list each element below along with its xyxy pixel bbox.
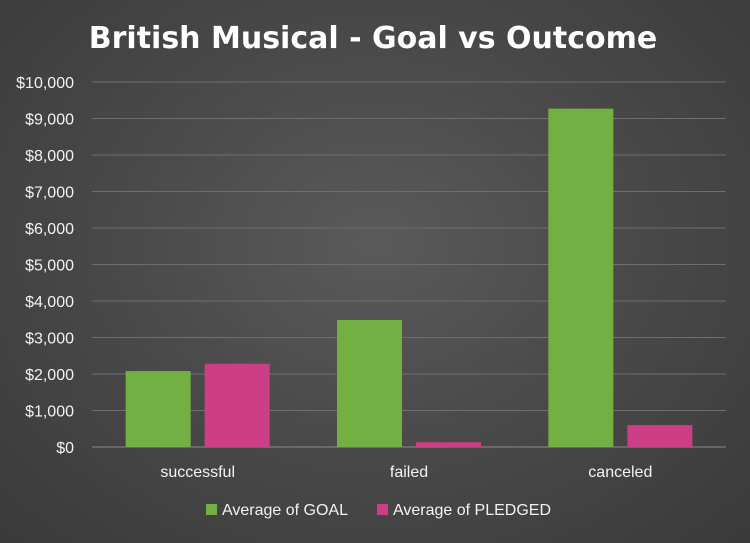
chart-title: British Musical - Goal vs Outcome bbox=[89, 21, 658, 56]
y-axis-tick-labels: $0 $1,000 $2,000 $3,000 $4,000 $5,000 $6,000 $7… bbox=[16, 75, 74, 457]
y-tick-label: $8,000 bbox=[25, 148, 74, 165]
gridlines bbox=[92, 81, 726, 448]
y-tick-label: $6,000 bbox=[25, 221, 74, 238]
y-tick-label: $7,000 bbox=[25, 185, 74, 202]
bar-average-of-pledged-failed bbox=[416, 442, 481, 447]
y-tick-label: $5,000 bbox=[25, 258, 74, 275]
y-tick-label: $4,000 bbox=[25, 294, 74, 311]
bar-average-of-goal-canceled bbox=[548, 108, 614, 448]
y-tick-label: $1,000 bbox=[25, 404, 74, 421]
y-tick-label: $10,000 bbox=[16, 75, 74, 92]
bar-average-of-goal-successful bbox=[125, 371, 191, 447]
legend-label: Average of GOAL bbox=[222, 502, 348, 519]
x-category-label: successful bbox=[160, 464, 235, 481]
bar-average-of-pledged-canceled bbox=[627, 425, 693, 447]
y-tick-label: $2,000 bbox=[25, 367, 74, 384]
y-tick-label: $9,000 bbox=[25, 112, 74, 129]
x-category-label: canceled bbox=[588, 464, 652, 481]
y-tick-label: $3,000 bbox=[25, 331, 74, 348]
legend-label: Average of PLEDGED bbox=[393, 502, 551, 519]
legend: Average of GOAL Average of PLEDGED bbox=[206, 502, 551, 519]
bars bbox=[125, 108, 693, 448]
bar-average-of-pledged-successful bbox=[204, 363, 270, 447]
bar-average-of-goal-failed bbox=[337, 319, 402, 447]
legend-swatch bbox=[206, 504, 217, 515]
x-axis-category-labels: successful failed canceled bbox=[160, 464, 652, 481]
y-tick-label: $0 bbox=[56, 440, 74, 457]
legend-swatch bbox=[377, 504, 388, 515]
x-category-label: failed bbox=[390, 464, 428, 481]
